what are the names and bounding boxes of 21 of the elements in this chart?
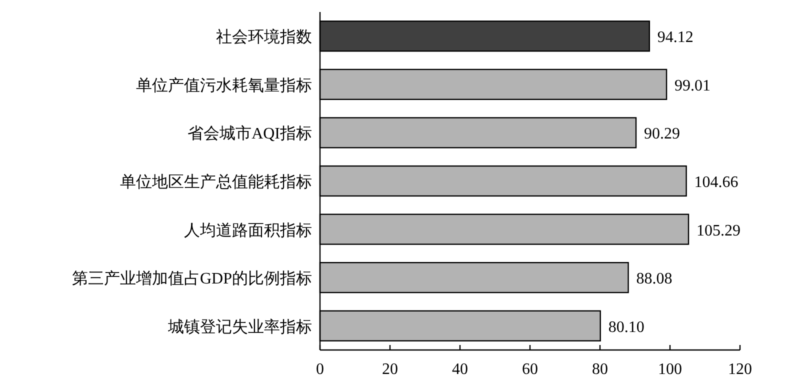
y-tick-label: 第三产业增加值占GDP的比例指标 <box>72 270 312 288</box>
data-label: 99.01 <box>674 77 711 94</box>
x-tick-label: 100 <box>658 361 682 378</box>
x-tick-label: 80 <box>592 361 608 378</box>
y-tick-label: 城镇登记失业率指标 <box>167 318 312 336</box>
x-tick-label: 0 <box>316 361 324 378</box>
data-label: 88.08 <box>636 270 672 288</box>
y-tick-label: 省会城市AQI指标 <box>188 124 312 143</box>
data-label: 90.29 <box>644 126 680 143</box>
data-label: 105.29 <box>696 222 741 240</box>
x-tick-label: 60 <box>522 361 538 378</box>
y-tick-label: 社会环境指数 <box>216 28 312 46</box>
x-tick-label: 20 <box>382 361 398 378</box>
data-label: 104.66 <box>694 174 738 191</box>
y-tick-label: 单位地区生产总值能耗指标 <box>120 173 312 191</box>
y-tick-label: 人均道路面积指标 <box>184 221 312 240</box>
y-tick-label: 单位产值污水耗氧量指标 <box>136 76 312 94</box>
x-tick-label: 120 <box>728 361 752 378</box>
x-tick-label: 40 <box>452 361 468 378</box>
data-label: 94.12 <box>657 29 694 46</box>
data-label: 80.10 <box>608 318 644 336</box>
